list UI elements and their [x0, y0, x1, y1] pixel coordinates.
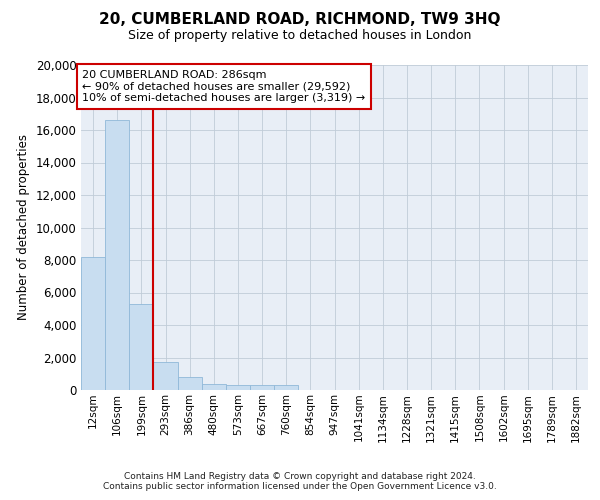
Text: 20 CUMBERLAND ROAD: 286sqm
← 90% of detached houses are smaller (29,592)
10% of : 20 CUMBERLAND ROAD: 286sqm ← 90% of deta…	[82, 70, 365, 103]
Bar	[250, 385, 274, 390]
Y-axis label: Number of detached properties: Number of detached properties	[17, 134, 31, 320]
Bar	[105, 120, 129, 390]
Text: Size of property relative to detached houses in London: Size of property relative to detached ho…	[128, 29, 472, 42]
Bar	[129, 304, 154, 390]
Bar	[226, 385, 250, 390]
Text: 20, CUMBERLAND ROAD, RICHMOND, TW9 3HQ: 20, CUMBERLAND ROAD, RICHMOND, TW9 3HQ	[99, 12, 501, 28]
Bar	[202, 384, 226, 390]
Bar	[81, 257, 105, 390]
Text: Contains public sector information licensed under the Open Government Licence v3: Contains public sector information licen…	[103, 482, 497, 491]
Bar	[154, 362, 178, 390]
Text: Contains HM Land Registry data © Crown copyright and database right 2024.: Contains HM Land Registry data © Crown c…	[124, 472, 476, 481]
Bar	[178, 377, 202, 390]
Bar	[274, 385, 298, 390]
